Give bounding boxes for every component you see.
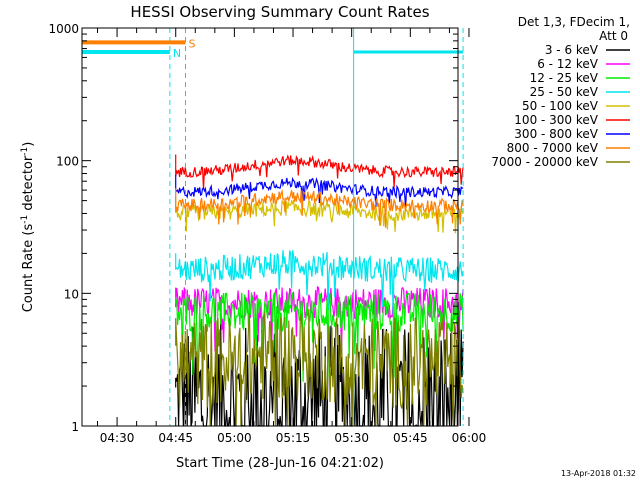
legend-label: 25 - 50 keV xyxy=(530,85,599,99)
legend-header: Det 1,3, FDecim 1, xyxy=(518,15,630,29)
x-axis-label: Start Time (28-Jun-16 04:21:02) xyxy=(176,456,384,471)
y-axis-label: Count Rate (s-1 detector-1) xyxy=(20,142,36,313)
chart-title: HESSI Observing Summary Count Rates xyxy=(130,3,429,21)
x-tick-label: 05:45 xyxy=(393,431,428,445)
data-layer xyxy=(175,154,464,427)
x-tick-label: 04:30 xyxy=(100,431,135,445)
legend-label: 6 - 12 keV xyxy=(537,57,599,71)
y-axis-label-sup: -1 xyxy=(20,147,30,156)
x-tick-label: 05:30 xyxy=(334,431,369,445)
y-axis-label-sup: -1 xyxy=(20,215,30,224)
y-axis: 1 10 100 1000 xyxy=(48,22,458,434)
y-tick-label: 100 xyxy=(56,155,79,169)
series-line xyxy=(175,188,464,228)
y-axis-label-part: Count Rate (s xyxy=(21,224,36,313)
y-tick-label: 1 xyxy=(71,420,79,434)
legend-header: Att 0 xyxy=(599,29,628,43)
x-axis: 04:30 04:45 05:00 05:15 05:30 05:45 06:00 xyxy=(97,28,487,445)
footer-date: 13-Apr-2018 01:32 xyxy=(561,469,636,478)
x-tick-label: 05:15 xyxy=(276,431,311,445)
legend-label: 100 - 300 keV xyxy=(514,113,598,127)
x-tick-label: 06:00 xyxy=(452,431,487,445)
y-axis-label-part: detector xyxy=(21,155,36,215)
x-tick-label: 05:00 xyxy=(217,431,252,445)
y-tick-label: 1000 xyxy=(48,22,79,36)
legend-label: 12 - 25 keV xyxy=(530,71,599,85)
y-axis-label-part: ) xyxy=(21,142,36,147)
series-line xyxy=(175,292,464,382)
plot-frame xyxy=(81,27,459,427)
y-tick-label: 10 xyxy=(64,287,79,301)
series-line xyxy=(175,250,464,315)
series-line xyxy=(175,154,464,190)
marker-layer: SN xyxy=(81,28,464,426)
flag-label: N xyxy=(173,47,181,60)
legend-label: 800 - 7000 keV xyxy=(507,141,599,155)
legend-label: 50 - 100 keV xyxy=(522,99,599,113)
legend-label: 3 - 6 keV xyxy=(545,43,599,57)
series-line xyxy=(175,309,464,427)
x-tick-label: 04:45 xyxy=(158,431,193,445)
legend-label: 300 - 800 keV xyxy=(514,127,598,141)
flag-label: S xyxy=(188,37,195,50)
legend-label: 7000 - 20000 keV xyxy=(491,155,598,169)
